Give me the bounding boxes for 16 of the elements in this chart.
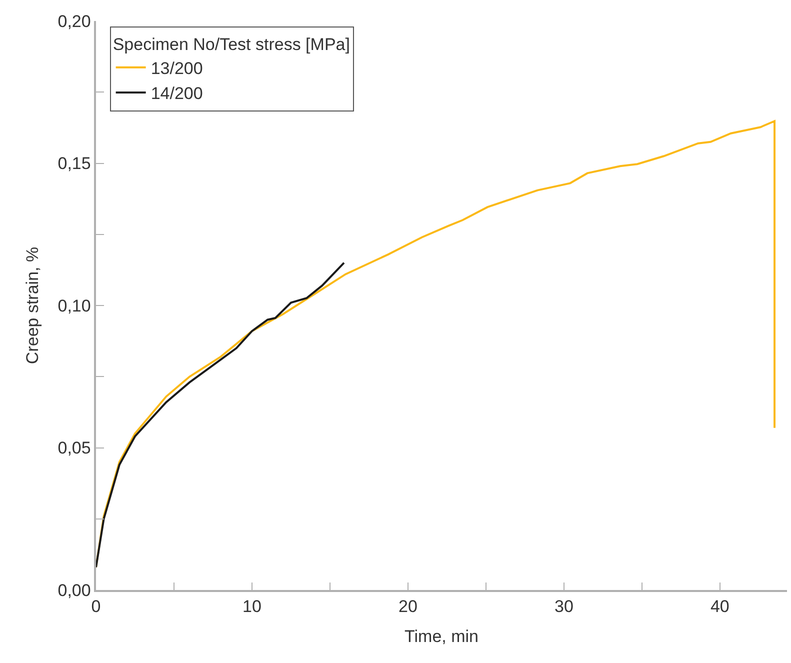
x-tick-label: 0 <box>91 597 101 616</box>
y-axis-title: Creep strain, % <box>22 246 42 364</box>
y-tick-label: 0,05 <box>58 438 91 458</box>
x-tick-label: 30 <box>554 597 574 616</box>
x-tick-label: 20 <box>398 597 418 616</box>
y-tick-label: 0,10 <box>58 296 91 316</box>
x-tick-label: 10 <box>242 597 262 616</box>
legend-label: 13/200 <box>150 58 203 78</box>
x-tick-label: 40 <box>710 597 730 616</box>
legend-title: Specimen No/Test stress [MPa] <box>112 34 350 54</box>
y-tick-label: 0,00 <box>58 580 91 600</box>
y-tick-label: 0,15 <box>58 154 91 174</box>
line-series <box>96 262 346 568</box>
x-axis-title: Time, min <box>404 627 478 646</box>
y-tick-label: 0,20 <box>58 12 91 31</box>
legend-label: 14/200 <box>150 84 203 104</box>
